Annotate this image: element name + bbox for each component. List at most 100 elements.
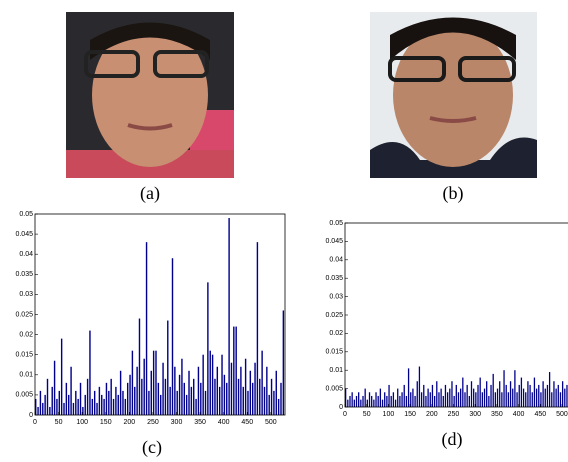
- bar: [451, 381, 453, 407]
- panel-label: (b): [443, 183, 464, 204]
- bar: [401, 392, 403, 407]
- bar: [555, 388, 557, 407]
- bar: [561, 381, 564, 407]
- bar: [531, 392, 533, 407]
- bar: [559, 392, 562, 407]
- bar: [355, 395, 358, 407]
- panel-label: (a): [140, 183, 160, 204]
- bar: [418, 366, 421, 407]
- x-tick-label: 200: [426, 411, 438, 418]
- bar: [470, 381, 473, 407]
- y-tick-label: 0.01: [19, 372, 33, 379]
- bar: [553, 381, 555, 407]
- y-tick-label: 0.025: [325, 312, 343, 319]
- bar: [183, 382, 185, 415]
- bar: [200, 382, 202, 415]
- bar: [193, 378, 195, 415]
- bar: [453, 395, 455, 407]
- bar: [347, 399, 349, 407]
- y-tick-label: 0.04: [329, 257, 343, 264]
- bar: [427, 388, 429, 407]
- bar: [386, 395, 388, 407]
- bar: [423, 384, 425, 407]
- bar: [70, 366, 72, 415]
- bar: [122, 390, 124, 415]
- y-tick-label: 0.05: [329, 220, 343, 227]
- x-tick-label: 250: [448, 411, 460, 418]
- x-tick-label: 250: [147, 419, 159, 426]
- bar: [379, 388, 382, 407]
- bar: [457, 392, 460, 407]
- y-tick-label: 0.05: [19, 211, 33, 218]
- bar: [91, 398, 94, 415]
- bar: [353, 399, 355, 407]
- bar: [190, 386, 193, 415]
- x-tick-label: 0: [33, 419, 37, 426]
- bar: [488, 395, 490, 407]
- bar: [176, 390, 178, 415]
- bar: [499, 381, 501, 407]
- bar: [150, 370, 152, 415]
- bar: [384, 392, 386, 407]
- bar: [405, 395, 408, 407]
- bar: [105, 382, 108, 415]
- bar: [56, 398, 58, 415]
- bar: [82, 406, 84, 415]
- bar: [51, 386, 53, 415]
- x-tick-label: 350: [194, 419, 206, 426]
- bar: [440, 388, 442, 407]
- bar: [195, 398, 197, 415]
- y-tick-label: 0.015: [15, 352, 33, 359]
- bar: [110, 378, 112, 415]
- bar: [436, 381, 438, 407]
- bar: [477, 384, 479, 407]
- bar: [496, 388, 499, 407]
- bar: [475, 392, 477, 407]
- bar: [492, 373, 494, 407]
- x-tick-label: 100: [383, 411, 395, 418]
- bar: [431, 384, 434, 407]
- bar: [117, 394, 119, 415]
- bar: [112, 398, 115, 415]
- bar: [481, 392, 483, 407]
- bar: [381, 399, 384, 407]
- y-tick-label: 0.02: [329, 330, 343, 337]
- bar: [375, 392, 377, 407]
- bar: [230, 362, 233, 415]
- bar: [46, 378, 49, 415]
- x-tick-label: 450: [534, 411, 546, 418]
- bar: [256, 242, 259, 415]
- bar: [266, 366, 268, 415]
- bar: [557, 384, 559, 407]
- bar: [35, 398, 37, 415]
- bar: [65, 382, 68, 415]
- bar: [79, 382, 82, 415]
- bar: [49, 406, 51, 415]
- bar: [263, 386, 266, 415]
- bar: [247, 390, 249, 415]
- bar: [438, 392, 440, 407]
- bar: [403, 384, 405, 407]
- bar: [155, 350, 157, 415]
- x-tick-label: 350: [491, 411, 503, 418]
- bar: [233, 326, 235, 415]
- bar: [169, 386, 171, 415]
- bar: [542, 381, 544, 407]
- bar: [152, 350, 155, 415]
- bar: [505, 384, 507, 407]
- bar: [416, 381, 418, 407]
- bar: [397, 388, 399, 407]
- y-tick-label: 0.02: [19, 331, 33, 338]
- bar: [546, 384, 549, 407]
- bar: [211, 354, 214, 415]
- bar: [136, 366, 138, 415]
- bar: [75, 390, 77, 415]
- bar: [259, 378, 261, 415]
- x-tick-label: 150: [100, 419, 112, 426]
- photo-b: [370, 12, 537, 178]
- bar: [98, 386, 101, 415]
- bar: [362, 395, 364, 407]
- y-tick-label: 0.045: [15, 231, 33, 238]
- bar: [84, 394, 86, 415]
